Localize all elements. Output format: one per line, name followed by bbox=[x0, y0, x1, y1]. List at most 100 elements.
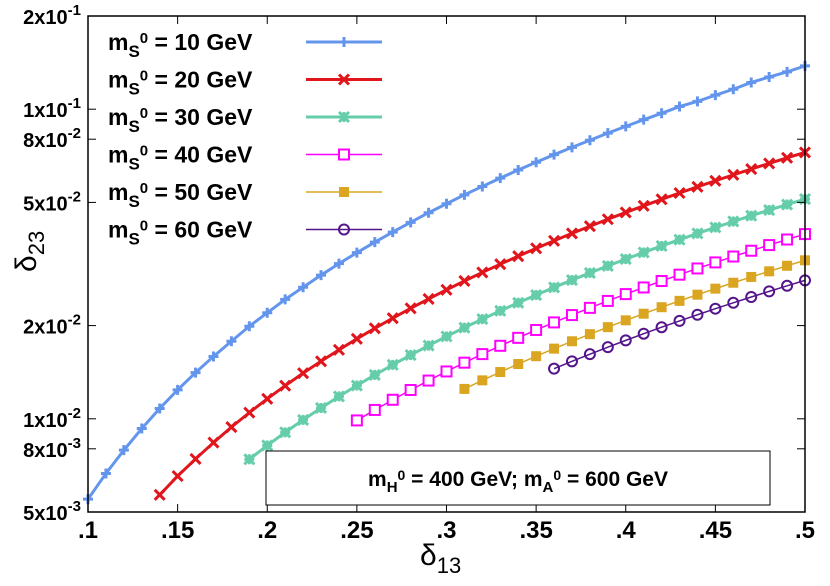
series-1 bbox=[83, 60, 810, 505]
filled-square-marker bbox=[710, 283, 721, 294]
plus-marker bbox=[441, 198, 452, 209]
star-marker bbox=[368, 368, 381, 381]
open-square-marker bbox=[565, 309, 578, 322]
open-circle-marker bbox=[619, 334, 632, 347]
plus-marker bbox=[495, 173, 506, 184]
open-square-marker bbox=[709, 256, 722, 269]
open-circle-marker bbox=[565, 355, 578, 368]
legend-label: mS0 = 60 GeV bbox=[108, 217, 253, 249]
plus-marker bbox=[333, 258, 344, 269]
open-circle-marker bbox=[655, 321, 668, 334]
y-tick-label: 8x10-3 bbox=[23, 435, 81, 462]
cross-marker bbox=[494, 258, 507, 271]
star-marker bbox=[619, 253, 632, 266]
open-circle-marker bbox=[338, 223, 350, 236]
legend-item-3: mS0 = 30 GeV bbox=[108, 104, 382, 136]
plus-marker bbox=[351, 247, 362, 258]
plus-marker bbox=[638, 114, 649, 125]
y-tick-label: 5x10-2 bbox=[23, 188, 81, 215]
star-marker bbox=[243, 453, 256, 466]
y-tick-label: 1x10-2 bbox=[23, 405, 81, 432]
plus-marker bbox=[513, 165, 524, 176]
plus-marker bbox=[423, 207, 434, 218]
star-marker bbox=[512, 296, 525, 309]
star-marker bbox=[494, 304, 507, 317]
y-tick-label: 2x10-2 bbox=[23, 312, 81, 339]
y-axis-label: δ23 bbox=[10, 231, 49, 272]
filled-square-marker bbox=[728, 277, 739, 288]
plus-marker bbox=[728, 84, 739, 95]
cross-marker bbox=[314, 355, 328, 368]
plus-marker bbox=[118, 445, 129, 456]
cross-marker bbox=[512, 250, 525, 263]
legend-label: mS0 = 30 GeV bbox=[108, 104, 253, 136]
open-square-marker bbox=[530, 323, 543, 336]
cross-marker bbox=[547, 234, 561, 247]
cross-marker bbox=[225, 421, 238, 434]
cross-marker bbox=[153, 488, 166, 501]
star-marker bbox=[332, 390, 346, 403]
star-marker bbox=[297, 413, 310, 426]
cross-marker bbox=[727, 168, 740, 181]
plus-marker bbox=[298, 282, 309, 293]
plus-marker bbox=[316, 270, 327, 281]
axis-ticks: .1 .15 .2 .25 .3 .35 .4 .45 .5 5x10-3 8x10-3 1x10-2… bbox=[23, 2, 815, 544]
cross-marker bbox=[673, 186, 686, 200]
plus-marker bbox=[172, 384, 183, 395]
plus-marker bbox=[782, 66, 793, 77]
open-square-marker bbox=[350, 414, 363, 427]
series-3 bbox=[243, 193, 812, 466]
plus-marker bbox=[208, 351, 219, 362]
star-marker bbox=[655, 239, 668, 253]
open-square-marker bbox=[583, 301, 596, 314]
cross-marker bbox=[583, 220, 596, 233]
legend-item-2: mS0 = 20 GeV bbox=[108, 67, 382, 99]
legend-label: mS0 = 50 GeV bbox=[108, 179, 253, 211]
star-marker bbox=[440, 330, 453, 343]
series-6 bbox=[548, 274, 811, 375]
star-marker bbox=[637, 246, 650, 259]
open-square-marker bbox=[458, 356, 471, 369]
plus-marker bbox=[710, 90, 721, 101]
star-marker bbox=[547, 281, 561, 294]
filled-square-marker bbox=[339, 187, 349, 197]
series-line bbox=[248, 197, 806, 461]
open-square-marker bbox=[655, 274, 668, 287]
plus-marker bbox=[602, 128, 613, 139]
legend-label: mS0 = 40 GeV bbox=[108, 142, 253, 174]
cross-marker bbox=[781, 151, 794, 164]
star-marker bbox=[458, 321, 471, 334]
filled-square-marker bbox=[620, 315, 631, 326]
series-line bbox=[86, 64, 806, 501]
star-marker bbox=[386, 358, 399, 371]
cross-marker bbox=[243, 406, 256, 419]
open-square-marker bbox=[763, 239, 776, 252]
plus-marker bbox=[262, 307, 273, 318]
open-square-marker bbox=[386, 393, 399, 406]
star-marker bbox=[530, 288, 543, 302]
cross-marker bbox=[565, 227, 579, 240]
star-marker bbox=[727, 215, 740, 228]
plus-marker bbox=[100, 468, 111, 479]
open-square-marker bbox=[548, 316, 561, 329]
filled-square-marker bbox=[459, 383, 470, 394]
series-line bbox=[553, 279, 806, 370]
legend-item-1: mS0 = 10 GeV bbox=[108, 29, 382, 61]
star-marker bbox=[350, 379, 363, 392]
x-tick-label: .45 bbox=[699, 517, 732, 544]
open-square-marker bbox=[619, 288, 632, 301]
open-circle-marker bbox=[601, 341, 614, 354]
cross-marker bbox=[637, 199, 650, 212]
plus-marker bbox=[459, 189, 470, 200]
open-square-marker bbox=[673, 268, 686, 281]
legend-label: mS0 = 20 GeV bbox=[108, 67, 253, 99]
open-square-marker bbox=[422, 374, 435, 387]
star-marker bbox=[279, 426, 292, 439]
star-marker bbox=[314, 401, 328, 415]
open-square-marker bbox=[691, 262, 704, 275]
cross-marker bbox=[261, 392, 274, 405]
plus-marker bbox=[531, 157, 542, 168]
y-tick-label: 5x10-3 bbox=[23, 498, 81, 525]
open-square-marker bbox=[601, 294, 614, 307]
cross-marker bbox=[171, 470, 184, 483]
